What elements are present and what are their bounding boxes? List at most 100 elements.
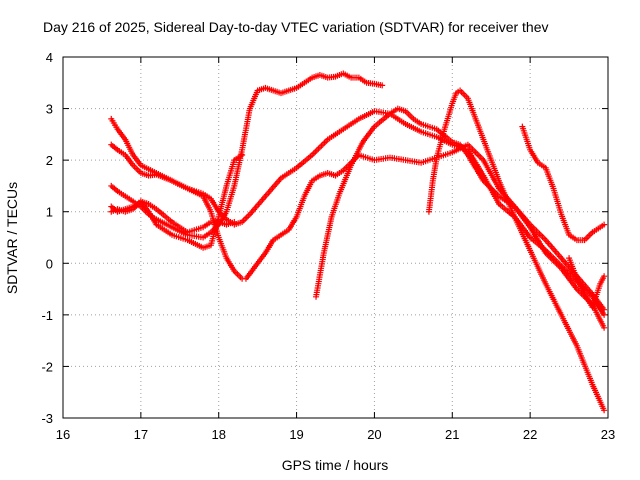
data-point xyxy=(249,107,251,110)
data-point xyxy=(140,164,142,166)
data-point xyxy=(202,236,204,239)
series-track-7 xyxy=(313,105,608,331)
data-point xyxy=(420,131,422,133)
data-point xyxy=(323,252,325,254)
data-point xyxy=(202,226,204,228)
data-point xyxy=(432,180,434,182)
data-point xyxy=(482,159,485,161)
data-point xyxy=(327,77,329,79)
data-point xyxy=(389,156,391,159)
data-point xyxy=(552,187,555,190)
data-point xyxy=(576,288,578,290)
data-point xyxy=(568,234,570,236)
data-point xyxy=(233,185,235,187)
data-point xyxy=(436,156,438,159)
data-point xyxy=(467,149,469,151)
data-point xyxy=(373,126,376,128)
data-point xyxy=(288,89,290,92)
data-point xyxy=(560,213,562,215)
data-point xyxy=(404,123,407,125)
data-point xyxy=(342,169,344,172)
data-point xyxy=(241,221,243,223)
data-point xyxy=(132,200,134,202)
data-point xyxy=(303,195,305,197)
data-point xyxy=(132,164,134,166)
data-point xyxy=(225,218,228,221)
data-point xyxy=(210,198,212,200)
data-point xyxy=(358,77,360,79)
data-point xyxy=(155,224,158,226)
x-tick-label: 22 xyxy=(523,427,537,442)
data-point xyxy=(436,128,438,130)
data-point xyxy=(148,175,150,177)
data-point xyxy=(257,262,259,264)
data-point xyxy=(591,231,594,233)
data-point xyxy=(373,83,376,85)
data-point xyxy=(245,278,247,280)
data-point xyxy=(459,144,461,146)
y-tick-label: -2 xyxy=(41,359,53,374)
grid xyxy=(63,57,608,418)
data-point xyxy=(116,128,119,130)
data-point xyxy=(529,249,531,251)
data-point xyxy=(132,154,134,156)
y-tick-label: 1 xyxy=(46,205,53,220)
data-point xyxy=(311,77,313,79)
data-point xyxy=(225,211,228,213)
data-point xyxy=(603,409,605,411)
plot-frame xyxy=(62,56,609,419)
data-point xyxy=(155,218,158,221)
data-point xyxy=(140,205,142,208)
data-point xyxy=(537,162,539,164)
data-point xyxy=(110,211,112,213)
data-point xyxy=(303,82,305,84)
data-point xyxy=(225,185,228,187)
data-point xyxy=(381,84,383,86)
data-point xyxy=(591,383,594,386)
x-tick-label: 16 xyxy=(56,427,70,442)
data-point xyxy=(155,173,158,176)
data-point xyxy=(241,154,243,156)
data-point xyxy=(560,267,562,270)
data-point xyxy=(233,159,235,161)
data-point xyxy=(529,236,531,239)
data-point xyxy=(498,203,500,205)
data-point xyxy=(420,123,422,125)
data-point xyxy=(186,231,189,233)
data-marks xyxy=(108,70,608,414)
data-point xyxy=(225,224,228,226)
data-point xyxy=(241,278,243,280)
series-track-2 xyxy=(108,108,608,318)
series-track-10 xyxy=(566,255,608,311)
data-point xyxy=(366,82,368,84)
data-point xyxy=(451,102,453,105)
data-point xyxy=(264,87,267,89)
data-point xyxy=(576,345,578,347)
data-point xyxy=(404,159,407,161)
data-point xyxy=(155,208,158,210)
data-point xyxy=(362,141,364,143)
series-track-3 xyxy=(108,141,246,282)
data-point xyxy=(295,87,298,89)
data-point xyxy=(171,180,173,182)
y-axis-label: SDTVAR / TECUs xyxy=(4,182,20,294)
data-point xyxy=(513,205,516,208)
data-point xyxy=(560,314,562,316)
data-point xyxy=(467,154,469,156)
data-point xyxy=(467,97,469,99)
series-track-9 xyxy=(519,123,608,244)
data-point xyxy=(584,239,586,241)
data-point xyxy=(295,216,298,218)
data-point xyxy=(334,175,337,177)
data-point xyxy=(116,190,119,192)
data-point xyxy=(327,138,329,141)
data-point xyxy=(455,92,457,94)
data-point xyxy=(428,211,430,213)
x-axis-label: GPS time / hours xyxy=(282,457,389,473)
data-point xyxy=(210,231,212,233)
data-point xyxy=(148,211,150,213)
plus-markers xyxy=(425,87,608,414)
data-point xyxy=(459,89,461,92)
